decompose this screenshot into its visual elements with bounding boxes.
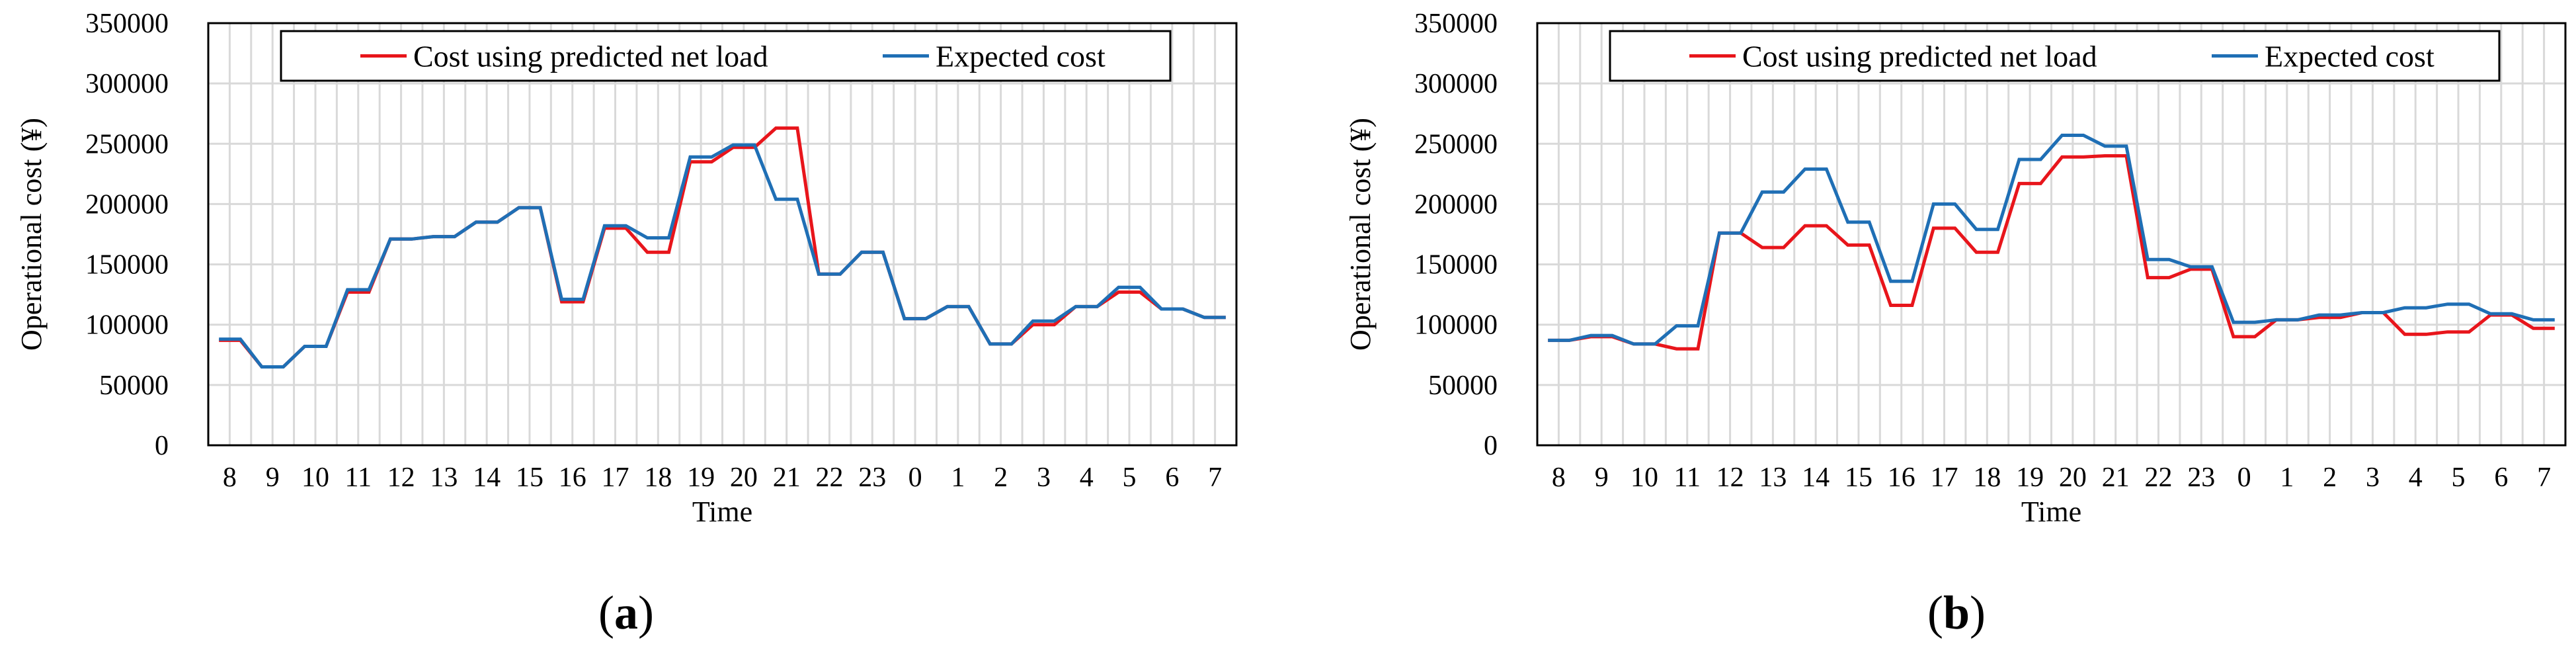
y-tick-label: 100000 [1414,310,1498,341]
x-tick-label: 20 [730,462,758,493]
x-tick-label: 0 [908,462,922,493]
x-tick-label: 17 [1931,462,1958,493]
x-tick-label: 21 [2102,462,2130,493]
x-tick-label: 2 [994,462,1008,493]
x-tick-label: 0 [2237,462,2251,493]
x-tick-label: 9 [266,462,280,493]
panel-label-b: (b) [1927,586,1986,639]
x-tick-label: 7 [2537,462,2551,493]
legend-box [1609,30,2501,82]
x-tick-label: 2 [2323,462,2337,493]
y-tick-label: 150000 [85,250,169,281]
y-tick-label: 300000 [85,69,169,99]
x-tick-label: 8 [1552,462,1566,493]
legend: Cost using predicted net load Expected co… [280,30,1172,82]
x-tick-label: 4 [1080,462,1094,493]
y-tick-label: 350000 [1414,9,1498,39]
x-tick-label: 5 [2452,462,2466,493]
legend: Cost using predicted net load Expected co… [1609,30,2501,82]
x-tick-label: 13 [430,462,458,493]
x-tick-label: 17 [602,462,629,493]
y-ticks: 0 50000 100000 150000 200000 250000 300000 3500… [1414,9,1498,461]
x-tick-label: 22 [815,462,843,493]
x-tick-label: 1 [2280,462,2294,493]
y-tick-label: 250000 [85,129,169,159]
series-lines [219,126,1226,369]
x-tick-label: 19 [2016,462,2044,493]
x-axis-label: Time [2021,496,2081,528]
y-tick-label: 100000 [85,310,169,341]
y-tick-label: 300000 [1414,69,1498,99]
x-tick-label: 18 [644,462,672,493]
x-tick-label: 22 [2144,462,2172,493]
x-tick-label: 11 [1674,462,1701,493]
chart-a: 0 50000 100000 150000 200000 250000 300000 3500… [15,9,1238,528]
legend-label-1: Cost using predicted net load [1742,40,2097,73]
gridlines [208,23,1236,445]
x-tick-label: 9 [1595,462,1609,493]
x-tick-label: 14 [473,462,501,493]
y-tick-label: 250000 [1414,129,1498,159]
x-tick-label: 8 [223,462,237,493]
x-ticks: 8 9 10 11 12 13 14 15 16 17 18 19 20 21 22 23 0 1 2 3 4 5 6 7 [1552,462,2551,493]
x-axis-label: Time [692,496,752,528]
legend-box [280,30,1172,82]
legend-label-2: Expected cost [936,40,1106,73]
y-tick-label: 50000 [99,371,169,401]
x-tick-label: 16 [1888,462,1915,493]
plot-frame [207,22,1238,447]
y-tick-label: 200000 [85,189,169,220]
x-tick-label: 14 [1802,462,1830,493]
x-tick-label: 18 [1973,462,2001,493]
x-tick-label: 7 [1208,462,1222,493]
x-tick-label: 6 [2494,462,2508,493]
x-tick-label: 15 [516,462,543,493]
x-tick-label: 13 [1759,462,1787,493]
panel-label-a: (a) [598,586,654,639]
x-tick-label: 12 [387,462,415,493]
chart-b: 0 50000 100000 150000 200000 250000 300000 3500… [1344,9,2567,528]
y-tick-label: 200000 [1414,189,1498,220]
x-tick-label: 20 [2059,462,2087,493]
y-tick-label: 350000 [85,9,169,39]
legend-label-1: Cost using predicted net load [413,40,768,73]
y-tick-label: 50000 [1428,371,1498,401]
x-tick-label: 12 [1716,462,1744,493]
x-tick-label: 23 [2187,462,2215,493]
series-line-2 [1548,134,2555,346]
y-tick-label: 0 [155,431,169,461]
y-tick-label: 0 [1484,431,1498,461]
x-tick-label: 10 [1630,462,1658,493]
x-tick-label: 3 [1037,462,1051,493]
x-tick-label: 19 [687,462,715,493]
y-axis-label: Operational cost (¥) [1344,118,1377,351]
series-lines [1548,134,2555,351]
x-tick-label: 21 [773,462,801,493]
x-tick-label: 16 [559,462,586,493]
legend-label-2: Expected cost [2265,40,2435,73]
x-tick-label: 4 [2409,462,2423,493]
y-ticks: 0 50000 100000 150000 200000 250000 300000 3500… [85,9,169,461]
x-tick-label: 1 [951,462,965,493]
series-line-2 [219,143,1226,369]
x-tick-label: 15 [1845,462,1872,493]
x-tick-label: 6 [1165,462,1179,493]
x-tick-label: 5 [1123,462,1137,493]
x-tick-label: 23 [858,462,886,493]
y-axis-label: Operational cost (¥) [15,118,48,351]
y-tick-label: 150000 [1414,250,1498,281]
gridlines [1537,23,2565,445]
x-tick-label: 10 [302,462,329,493]
plot-frame [1536,22,2567,447]
x-tick-label: 3 [2366,462,2380,493]
x-tick-label: 11 [345,462,372,493]
x-ticks: 8 9 10 11 12 13 14 15 16 17 18 19 20 21 22 23 0 1 2 3 4 5 6 7 [223,462,1222,493]
